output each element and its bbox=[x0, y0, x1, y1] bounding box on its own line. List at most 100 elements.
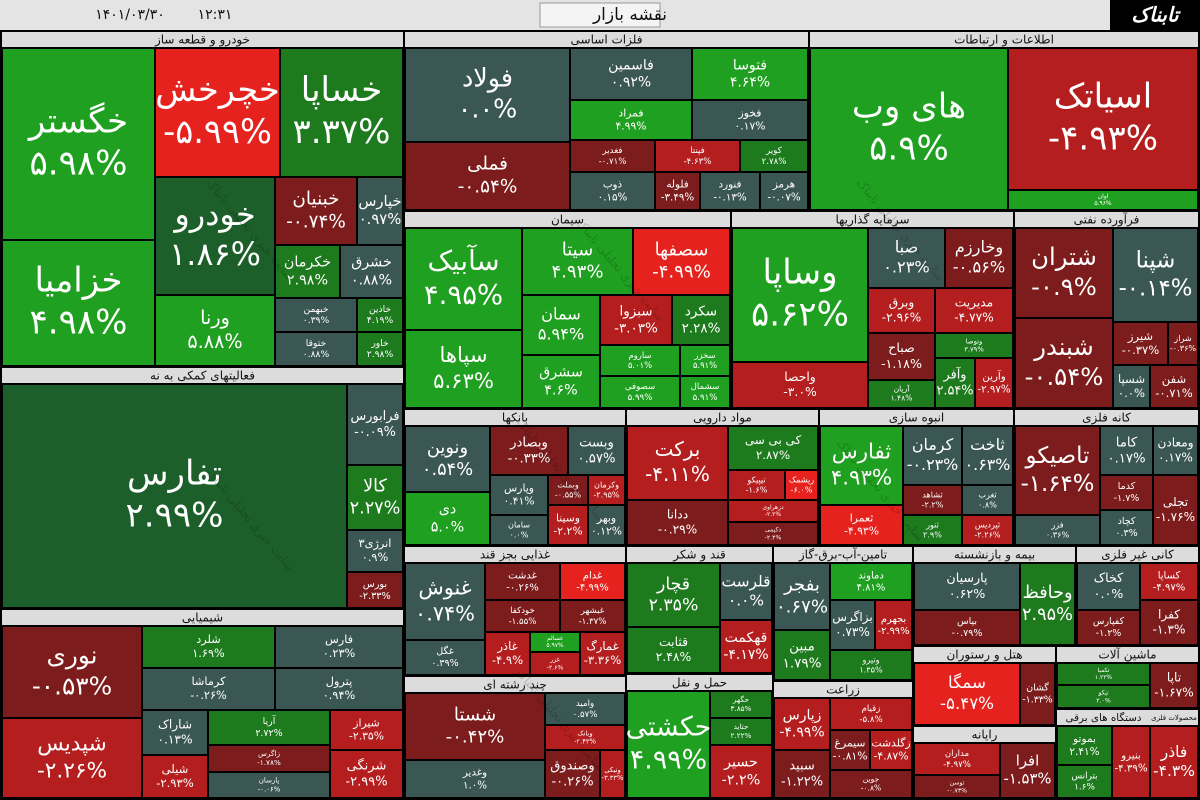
tile-change: ۴.۶۴% bbox=[730, 75, 770, 91]
tile: بنیرو-۴.۳۹% bbox=[1112, 726, 1150, 798]
tile: ریشمک-۶.۰% bbox=[785, 470, 818, 500]
tile-change: -۵.۸% bbox=[859, 715, 882, 725]
tile-name: سیمرغ bbox=[835, 736, 866, 749]
tile: شپدیس-۲.۲۶% bbox=[2, 718, 142, 798]
tile-name: حکشتی bbox=[626, 711, 712, 742]
tile-name: کفرا bbox=[1158, 607, 1180, 622]
tile-box bbox=[548, 475, 588, 505]
tile-change: ۰.۹۲% bbox=[611, 75, 651, 91]
tile-box bbox=[720, 620, 772, 673]
tile-name: شرنگی bbox=[347, 757, 387, 773]
tile-change: ۵.۹۶% bbox=[1094, 200, 1112, 207]
tile-name: کویر bbox=[765, 146, 783, 156]
tile-box bbox=[1150, 663, 1198, 708]
tile: شرنگی -۲.۹۹% bbox=[330, 750, 403, 798]
sector-header bbox=[405, 32, 808, 47]
tile-name: غسالم bbox=[547, 635, 563, 642]
tile-box bbox=[914, 663, 1020, 725]
tile-name: تجلی bbox=[1163, 495, 1188, 509]
tile-name: خزامیا bbox=[34, 260, 122, 300]
tile: دکیمی-۲.۴% bbox=[728, 522, 818, 545]
tile-change: -۳.۰% bbox=[783, 384, 817, 399]
sector-header bbox=[2, 610, 403, 625]
tile-change: ۰.۰% bbox=[1118, 386, 1145, 400]
tile-box bbox=[1057, 685, 1150, 708]
sector: فرآورده نفتیشتران-۰.۹%شپنا-۰.۱۴%شبندر-۰.… bbox=[1015, 212, 1198, 408]
tile-box bbox=[633, 228, 730, 295]
tile: تیپیکو-۱.۶% bbox=[728, 470, 785, 500]
tile-name: کفپارس bbox=[1093, 616, 1125, 627]
tile-box bbox=[545, 693, 625, 725]
sector: کانی غیر فلزیکخاک۰.۰%کفپارس-۱.۲%کساپا-۴.… bbox=[1077, 547, 1198, 645]
tile-change: -۱.۱۸% bbox=[881, 356, 922, 371]
tile: وکرمان-۲.۹۵% bbox=[588, 475, 625, 505]
tile-change: ۵.۹۴% bbox=[538, 325, 585, 344]
tile-change: ۱.۴۵% bbox=[859, 665, 883, 675]
tile-name: فتوسا bbox=[733, 57, 767, 73]
tile-change: ۲.۸۷% bbox=[756, 448, 790, 462]
tile-name: دکیمی bbox=[765, 527, 782, 534]
tile-box bbox=[490, 426, 568, 475]
sector-name: شیمیایی bbox=[182, 611, 223, 625]
tile-box bbox=[600, 295, 672, 345]
tile-change: ۲.۲۸% bbox=[682, 320, 721, 336]
tile-name: بزاگرس bbox=[832, 610, 873, 625]
tile: قهکمت-۴.۱۷% bbox=[720, 620, 772, 673]
tile-name: فاسمین bbox=[608, 57, 654, 73]
tile-box bbox=[1008, 48, 1198, 190]
tile: فنورد-۰.۱۳% bbox=[700, 172, 760, 210]
sector-name: تامین-آب-برق-گاز bbox=[798, 547, 887, 563]
tile-name: ونوین bbox=[427, 437, 468, 458]
tile-name: قثابت bbox=[659, 634, 688, 649]
tile-name: وبرق bbox=[889, 295, 914, 310]
tile-name: کرماشا bbox=[191, 675, 226, 689]
tile-name: شستا bbox=[454, 704, 496, 725]
tile-box bbox=[655, 172, 700, 210]
sector: بانکهاونوین۰.۵۴%دی۵.۰%وبصادر-۰.۳۳%وبست۰.… bbox=[405, 410, 625, 545]
tile-name: سخزر bbox=[693, 350, 715, 360]
tile-box bbox=[347, 572, 403, 608]
tile-change: ۵.۸۸% bbox=[187, 330, 242, 353]
tile-name: خاذین bbox=[369, 304, 391, 315]
tile-change: -۰.۳۶% bbox=[1170, 343, 1197, 353]
tile-name: ختوقا bbox=[306, 338, 326, 349]
sector-header bbox=[810, 32, 1198, 47]
tile-change: ۲.۹۸% bbox=[287, 272, 328, 288]
tile: ثعمرا-۴.۹۳% bbox=[820, 505, 903, 545]
tile-change: ۰.۹۷% bbox=[359, 211, 402, 228]
tile-change: -۱.۷% bbox=[1114, 493, 1140, 504]
tile-change: ۲.۴۸% bbox=[656, 649, 692, 664]
tile-change: ۲.۹% bbox=[923, 530, 942, 540]
tile-box bbox=[1150, 726, 1198, 798]
tile: کی بی سی۲.۸۷% bbox=[728, 426, 818, 470]
tile-box bbox=[275, 332, 357, 366]
tile-change: -۰.۷۳% bbox=[947, 787, 967, 794]
tile: ثشاهد-۲.۲% bbox=[903, 485, 962, 515]
tile-name: وحافظ bbox=[1022, 583, 1072, 603]
tile-change: -۴.۳% bbox=[1153, 762, 1195, 780]
tile-box bbox=[720, 563, 772, 620]
tile-box bbox=[405, 492, 490, 545]
tile-change: ۰.۹% bbox=[362, 551, 389, 564]
tile-box bbox=[710, 691, 772, 718]
sector: قند و شکرقچار۲.۳۵%قثابت۲.۴۸%قلرست۰.۰%قهک… bbox=[627, 547, 772, 673]
logo-box bbox=[1110, 0, 1200, 30]
tile-name: شسپا bbox=[1118, 372, 1145, 386]
tile-box bbox=[680, 376, 730, 408]
sector-name: ماشین آلات bbox=[1098, 647, 1156, 663]
tile-name: ومعادن bbox=[1157, 436, 1193, 451]
tile-change: ۰.۲۳% bbox=[323, 647, 356, 660]
tile-box bbox=[868, 333, 935, 380]
tile-box bbox=[962, 515, 1013, 545]
tile-change: ۱.۶۹% bbox=[192, 647, 225, 660]
tile-name: مدیریت bbox=[955, 295, 993, 310]
tile-name: بموتو bbox=[1072, 733, 1096, 745]
